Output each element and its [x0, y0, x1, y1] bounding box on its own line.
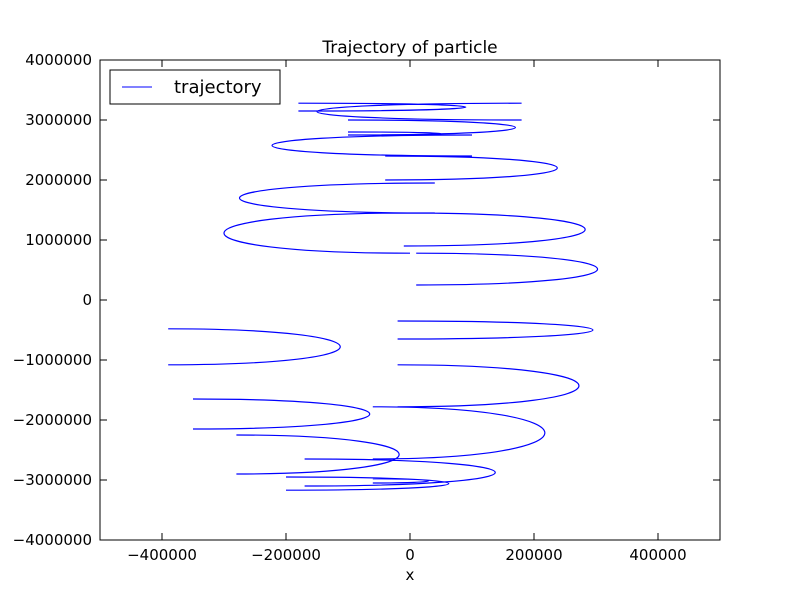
y-tick-label: 1000000 — [25, 231, 92, 249]
y-tick-label: 4000000 — [25, 51, 92, 69]
y-tick-label: −3000000 — [13, 471, 92, 489]
plot-area — [168, 102, 598, 491]
y-tick-label: −1000000 — [13, 351, 92, 369]
chart-title: Trajectory of particle — [321, 38, 497, 58]
y-tick-label: −4000000 — [13, 531, 92, 549]
x-tick-label: 400000 — [629, 546, 686, 564]
legend: trajectory — [109, 69, 281, 105]
series-line-trajectory — [168, 102, 598, 491]
legend-entry-trajectory: trajectory — [174, 77, 262, 98]
x-tick-label: 0 — [405, 546, 415, 564]
x-tick-label: −200000 — [251, 546, 321, 564]
x-tick-label: 200000 — [505, 546, 562, 564]
x-tick-label: −400000 — [127, 546, 197, 564]
y-axis-ticks: −4000000 −3000000 −2000000 −1000000 0 1000000… — [13, 51, 720, 549]
axes-frame — [99, 59, 721, 541]
y-tick-label: 3000000 — [25, 111, 92, 129]
y-tick-label: −2000000 — [13, 411, 92, 429]
y-tick-label: 0 — [82, 291, 92, 309]
x-axis-ticks: −400000 −200000 0 200000 400000 — [127, 60, 687, 564]
y-tick-label: 2000000 — [25, 171, 92, 189]
x-axis-label: x — [406, 566, 415, 584]
